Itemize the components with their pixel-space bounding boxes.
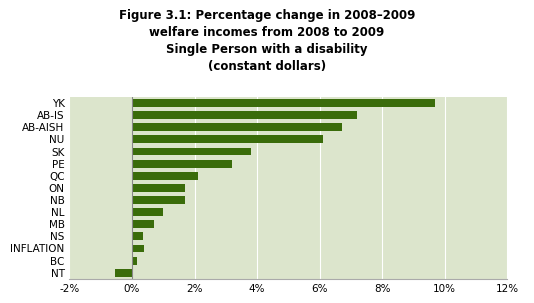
Bar [132,160,232,168]
Bar [132,99,435,107]
Bar [132,257,137,265]
Bar [132,245,145,252]
Bar [132,220,154,228]
Bar [132,172,198,180]
Bar [132,148,251,155]
Bar [132,184,185,192]
Bar [132,111,357,119]
Text: Figure 3.1: Percentage change in 2008–2009
welfare incomes from 2008 to 2009
Sin: Figure 3.1: Percentage change in 2008–20… [119,9,415,73]
Bar [132,232,143,240]
Bar [115,269,132,277]
Bar [132,196,185,204]
Bar [132,208,163,216]
Bar [132,135,323,143]
Bar [132,123,342,131]
